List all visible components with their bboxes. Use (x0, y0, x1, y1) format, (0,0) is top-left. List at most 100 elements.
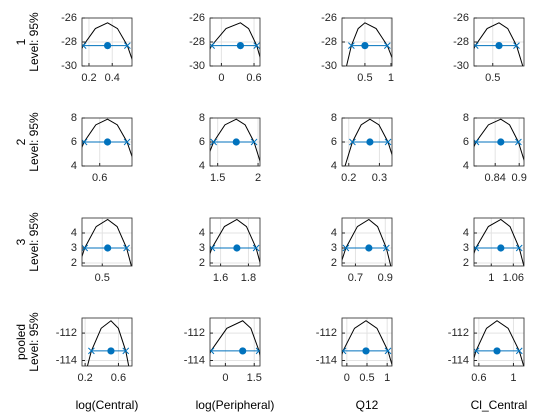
axes-box (209, 317, 261, 367)
plot-marks (474, 320, 524, 366)
subplot: 0.6 4 6 8 2 Level: 95% (14, 112, 133, 184)
y-tick-label: -30 (61, 60, 77, 72)
estimate-point (232, 138, 240, 146)
x-tick-label: 0.5 (359, 372, 374, 384)
interval-end-marker (515, 138, 522, 146)
estimate-point (362, 347, 370, 355)
interval-end-marker (82, 42, 87, 49)
x-tick-label: 0.5 (357, 72, 372, 84)
y-tick-label: -112 (56, 327, 77, 339)
y-tick-label: -28 (189, 36, 205, 48)
interval-end-marker (384, 138, 392, 146)
subplot: 0.2 0.3 4 6 8 (331, 112, 393, 184)
y-tick-label: -28 (453, 36, 469, 48)
subplot: 0.2 0.4 -30 -28 -26 1 Level: 95% (14, 12, 133, 84)
axes-box (81, 17, 133, 67)
x-tick-label: 0.2 (341, 172, 356, 184)
x-tick-label: 0.6 (471, 372, 486, 384)
estimate-point (495, 42, 503, 50)
y-tick-label: 8 (199, 112, 205, 124)
x-tick-label: 1 (488, 272, 494, 284)
interval-end-marker (210, 138, 217, 146)
axes-box (81, 217, 133, 267)
x-tick-label: 1 (510, 372, 516, 384)
y-tick-label: 3 (331, 242, 337, 254)
x-tick-label: 0 (218, 72, 224, 84)
y-tick-label: -26 (189, 12, 205, 24)
plot-marks (342, 218, 392, 266)
y-tick-label: 2 (331, 257, 337, 269)
subplot: 0 0.6 -30 -28 -26 (189, 12, 262, 84)
subplot: 0.84 0.9 4 6 8 (463, 112, 527, 184)
y-tick-label: 6 (71, 136, 77, 148)
y-tick-label: 4 (463, 160, 469, 172)
x-tick-label: 0 (222, 372, 228, 384)
estimate-point (366, 138, 374, 146)
y-tick-label: 2 (199, 257, 205, 269)
interval-end-marker (342, 347, 347, 355)
x-tick-label: 1 (388, 72, 394, 84)
plot-marks (210, 22, 260, 59)
x-axis-label: log(Peripheral) (196, 398, 275, 412)
x-tick-label: 1.5 (247, 372, 262, 384)
estimate-point (493, 347, 501, 355)
y-tick-label: 3 (199, 242, 205, 254)
interval-end-marker (255, 347, 260, 355)
interval-end-marker (82, 244, 89, 252)
y-tick-label: -114 (448, 354, 469, 366)
plot-marks (342, 320, 392, 366)
plot-marks (210, 118, 260, 163)
subplot: 0.6 1 -114 -112 Cl_Central (448, 317, 527, 412)
x-tick-label: 0.4 (105, 72, 120, 84)
plot-area (210, 318, 260, 366)
y-axis-label: Level: 95% (27, 212, 41, 272)
y-tick-label: 8 (71, 112, 77, 124)
y-tick-label: -26 (321, 12, 337, 24)
estimate-point (361, 42, 369, 50)
y-axis-label: 3 (14, 238, 28, 245)
estimate-point (497, 138, 505, 146)
y-tick-label: 6 (331, 136, 337, 148)
plot-area (82, 218, 132, 266)
plot-marks (474, 118, 524, 162)
y-tick-label: 6 (463, 136, 469, 148)
y-tick-label: 2 (463, 257, 469, 269)
interval-end-marker (253, 42, 260, 49)
y-axis-label: 2 (14, 138, 28, 145)
x-axis-label: Q12 (356, 398, 379, 412)
estimate-point (107, 347, 115, 355)
interval-end-marker (513, 42, 520, 49)
axes-box (473, 217, 525, 267)
y-tick-label: 4 (331, 227, 337, 239)
axes-box (473, 17, 525, 67)
subplot: 0.5 -30 -28 -26 (453, 12, 525, 84)
x-tick-label: 1.5 (210, 172, 225, 184)
y-tick-label: -114 (184, 354, 205, 366)
interval-end-marker (123, 244, 130, 252)
axes-box (209, 17, 261, 67)
y-tick-label: -26 (453, 12, 469, 24)
x-tick-label: 1.06 (503, 272, 524, 284)
subplot: 0 1.5 -114 -112 log(Peripheral) (184, 317, 275, 412)
plot-marks (210, 218, 260, 265)
x-tick-label: 1.6 (213, 272, 228, 284)
y-tick-label: 4 (199, 160, 205, 172)
y-tick-label: 4 (331, 160, 337, 172)
plot-marks (474, 22, 524, 66)
x-tick-label: 0.7 (348, 272, 363, 284)
y-tick-label: -112 (184, 327, 205, 339)
y-tick-label: 8 (331, 112, 337, 124)
interval-end-marker (342, 244, 350, 252)
interval-end-marker (474, 347, 480, 355)
plot-marks (82, 22, 132, 61)
interval-end-marker (210, 42, 215, 49)
x-tick-label: 0.9 (512, 172, 527, 184)
x-tick-label: 1 (384, 372, 390, 384)
subplot: 1.6 1.8 2 3 4 (199, 217, 261, 284)
interval-end-marker (515, 347, 523, 355)
estimate-point (103, 138, 112, 146)
interval-end-marker (250, 138, 258, 146)
axes-box (209, 117, 261, 167)
plot-area (474, 318, 524, 366)
